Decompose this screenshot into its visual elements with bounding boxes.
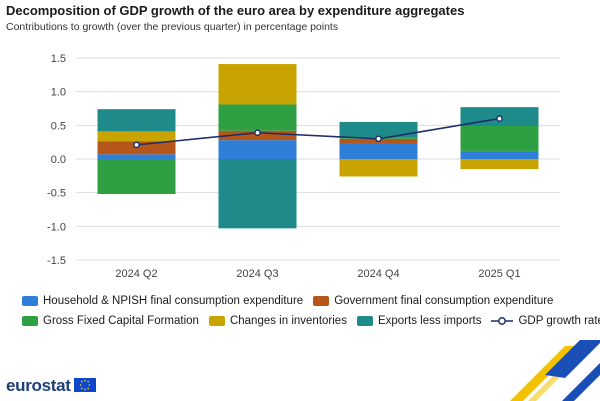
legend-item-household[interactable]: Household & NPISH final consumption expe…	[22, 295, 303, 307]
legend-item-inventories[interactable]: Changes in inventories	[208, 315, 347, 327]
legend-swatch-gfcf	[22, 316, 38, 326]
bar-segment	[460, 150, 539, 152]
bar-segment	[97, 109, 176, 132]
legend-item-government[interactable]: Government final consumption expenditure	[313, 295, 553, 307]
x-tick-label: 2025 Q1	[478, 268, 520, 280]
y-tick-label: 0.0	[51, 154, 66, 166]
bar-segment	[97, 159, 176, 195]
x-tick-label: 2024 Q3	[236, 268, 278, 280]
bar-segment	[460, 151, 539, 159]
y-tick-label: -0.5	[47, 188, 66, 200]
bar-segment	[218, 140, 297, 159]
x-tick-label: 2024 Q4	[357, 268, 399, 280]
bar-segment	[460, 159, 539, 170]
chart-subtitle: Contributions to growth (over the previo…	[6, 21, 339, 33]
legend-swatch-inventories	[208, 316, 225, 326]
legend-label-gfcf: Gross Fixed Capital Formation	[43, 315, 199, 327]
legend-swatch-exports	[356, 316, 373, 326]
legend-swatch-government	[313, 296, 330, 306]
bar-segment	[339, 121, 418, 138]
bar-segment	[97, 131, 176, 142]
gdp-growth-point	[375, 135, 382, 143]
bar-segment	[218, 159, 297, 229]
legend-swatch-household	[22, 296, 38, 306]
gdp-growth-point	[254, 129, 261, 137]
legend-label-government: Government final consumption expenditure	[334, 295, 554, 307]
corner-decoration	[510, 340, 600, 401]
bar-segment	[97, 154, 176, 159]
y-tick-label: -1.0	[47, 221, 66, 233]
gdp-growth-line	[136, 117, 500, 146]
eu-flag-icon	[73, 378, 96, 392]
chart-area: 1.5 1.0 0.5 0.0 -0.5 -1.0 -1.5 2024 Q2 2024 Q3 20…	[47, 53, 560, 280]
eurostat-logo: eurostat	[6, 376, 96, 396]
legend-label-household: Household & NPISH final consumption expe…	[43, 295, 304, 307]
legend-label-exports: Exports less imports	[377, 315, 482, 327]
legend-label-gdp: GDP growth rate	[518, 315, 600, 327]
y-tick-label: 1.0	[51, 87, 66, 99]
y-tick-label: 1.5	[51, 53, 66, 65]
legend-item-gdp[interactable]: GDP growth rate	[491, 315, 600, 327]
legend-label-inventories: Changes in inventories	[229, 315, 347, 327]
bar-segment	[339, 159, 418, 177]
bar-segment	[339, 143, 418, 159]
legend-line-icon-gdp	[491, 317, 514, 325]
gdp-growth-point	[496, 115, 503, 122]
y-tick-label: -1.5	[47, 255, 66, 267]
chart-title: Decomposition of GDP growth of the euro …	[6, 3, 465, 18]
logo-text: eurostat	[6, 376, 71, 395]
gdp-growth-point	[133, 141, 140, 149]
x-tick-label: 2024 Q2	[115, 268, 157, 280]
bar-segment	[460, 126, 539, 151]
bar-segment	[218, 104, 297, 131]
bar-segment	[218, 64, 297, 105]
legend-item-gfcf[interactable]: Gross Fixed Capital Formation	[22, 315, 199, 327]
legend-item-exports[interactable]: Exports less imports	[356, 315, 482, 327]
y-tick-label: 0.5	[51, 120, 66, 132]
legend: Household & NPISH final consumption expe…	[22, 294, 600, 334]
